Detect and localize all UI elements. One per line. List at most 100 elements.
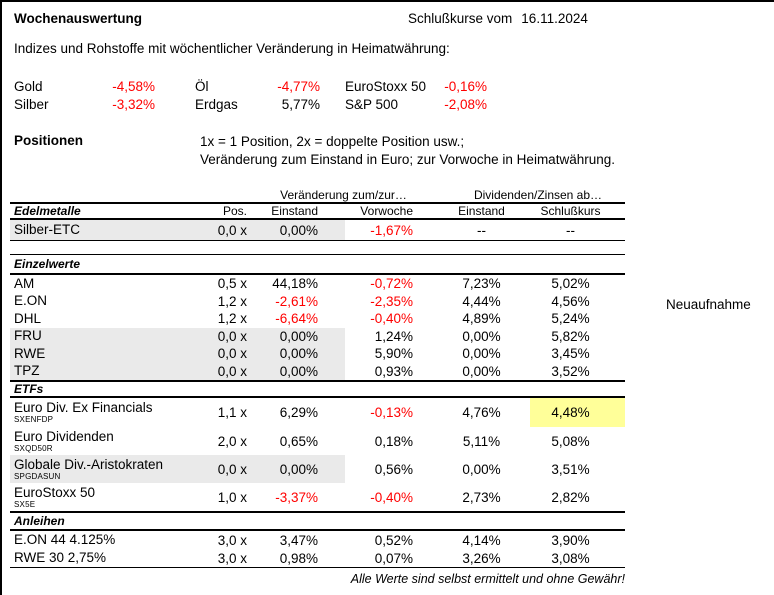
- section-label-edelmetalle: Edelmetalle: [14, 204, 81, 218]
- position-row: TPZ 0,0 x 0,00% 0,93% 0,00% 3,52%: [10, 362, 625, 382]
- market-item-value: -0,16%: [444, 79, 487, 94]
- change-vs-prev-week: -0,40%: [370, 311, 413, 327]
- dividend-yield-entry: 2,73%: [462, 489, 501, 505]
- positions-description: 1x = 1 Position, 2x = doppelte Position …: [200, 133, 615, 168]
- dividend-yield-close: 5,08%: [551, 433, 590, 449]
- change-vs-prev-week: -1,67%: [370, 222, 413, 238]
- market-item-value: -4,58%: [112, 79, 155, 94]
- instrument-name: Euro Div. Ex Financials: [14, 400, 153, 415]
- page-title: Wochenauswertung: [14, 11, 143, 26]
- change-vs-entry: 0,98%: [279, 550, 318, 566]
- dividend-yield-entry: 4,89%: [462, 311, 501, 327]
- dividend-yield-entry: 7,23%: [462, 276, 501, 292]
- positions-table: Veränderung zum/zur… Dividenden/Zinsen a…: [10, 188, 625, 568]
- positions-heading: Positionen: [14, 133, 84, 148]
- dividend-yield-close: 2,82%: [551, 489, 590, 505]
- instrument-name-cell: RWE: [10, 345, 212, 363]
- instrument-name: RWE 30 2,75%: [14, 550, 107, 565]
- dividend-yield-close: 4,56%: [551, 293, 590, 309]
- table-column-header-row: Edelmetalle Pos. Einstand Vorwoche Einst…: [10, 204, 625, 220]
- instrument-name-cell: AM: [10, 275, 212, 293]
- change-vs-entry: 0,00%: [250, 362, 345, 380]
- change-vs-prev-week: 0,52%: [374, 532, 413, 548]
- instrument-ticker: SPGDASUN: [14, 471, 61, 481]
- instrument-name-cell: Euro Div. Ex Financials SXENFDP: [10, 398, 212, 427]
- positions-description-line-1: 1x = 1 Position, 2x = doppelte Position …: [200, 134, 465, 149]
- position-size: 0,5 x: [217, 276, 247, 292]
- position-size: 1,2 x: [217, 311, 247, 327]
- instrument-name-cell: EuroStoxx 50 SX5E: [10, 483, 212, 511]
- change-vs-entry: 0,00%: [250, 455, 345, 483]
- market-grid-spacer: [320, 96, 345, 114]
- new-position-note: Neuaufnahme: [666, 297, 751, 312]
- market-item-value: 5,77%: [281, 97, 320, 112]
- change-vs-prev-week: 0,56%: [374, 461, 413, 477]
- disclaimer: Alle Werte sind selbst ermittelt und ohn…: [350, 572, 625, 586]
- position-size: 2,0 x: [217, 433, 247, 449]
- column-header-schlusskurs: Schlußkurs: [540, 204, 601, 218]
- section-label-anleihen: Anleihen: [10, 513, 625, 531]
- position-row: Globale Div.-Aristokraten SPGDASUN 0,0 x 0,…: [10, 455, 625, 483]
- instrument-name-cell: DHL: [10, 310, 212, 328]
- instrument-name-cell: Silber-ETC: [10, 220, 212, 240]
- column-header-pos: Pos.: [222, 204, 247, 218]
- instrument-name: RWE: [14, 345, 46, 361]
- position-row: Euro Div. Ex Financials SXENFDP 1,1 x 6,29%…: [10, 398, 625, 427]
- position-size: 3,0 x: [217, 532, 247, 548]
- group-header-change: Veränderung zum/zur…: [280, 188, 407, 202]
- instrument-name-cell: Euro Dividenden SXQD50R: [10, 427, 212, 455]
- market-item-value: -2,08%: [444, 97, 487, 112]
- position-row: RWE 0,0 x 0,00% 5,90% 0,00% 3,45%: [10, 345, 625, 363]
- market-item-label: S&P 500: [345, 97, 399, 112]
- dividend-yield-close: 5,82%: [551, 328, 590, 344]
- position-size: 0,0 x: [212, 362, 250, 380]
- position-row: E.ON 1,2 x -2,61% -2,35% 4,44% 4,56%: [10, 293, 625, 311]
- change-vs-prev-week: -0,40%: [370, 489, 413, 505]
- change-vs-entry: 0,00%: [250, 220, 345, 240]
- section-label-etfs: ETFs: [10, 382, 625, 398]
- instrument-name: AM: [14, 275, 35, 291]
- closing-prices-label: Schlußkurse vom: [408, 11, 513, 26]
- position-row: Euro Dividenden SXQD50R 2,0 x 0,65% 0,18% 5,1…: [10, 427, 625, 455]
- section-label-einzelwerte: Einzelwerte: [10, 254, 625, 275]
- instrument-name: Silber-ETC: [14, 222, 81, 237]
- dividend-yield-close: 4,48%: [530, 398, 625, 427]
- instrument-name-cell: Globale Div.-Aristokraten SPGDASUN: [10, 455, 212, 483]
- positions-description-line-2: Veränderung zum Einstand in Euro; zur Vo…: [200, 151, 615, 167]
- position-size: 0,0 x: [212, 220, 250, 240]
- dividend-yield-entry: 4,76%: [462, 405, 501, 420]
- dividend-yield-close: 3,90%: [551, 532, 590, 548]
- position-row: AM 0,5 x 44,18% -0,72% 7,23% 5,02%: [10, 275, 625, 293]
- dividend-yield-entry: --: [477, 222, 486, 238]
- table-group-header-row: Veränderung zum/zur… Dividenden/Zinsen a…: [10, 188, 625, 204]
- market-item-label: EuroStoxx 50: [345, 79, 427, 94]
- market-item-value: -4,77%: [277, 79, 320, 94]
- position-row: Silber-ETC 0,0 x 0,00% -1,67% -- --: [10, 220, 625, 241]
- column-header-vorwoche: Vorwoche: [360, 204, 413, 218]
- position-row: E.ON 44 4.125% 3,0 x 3,47% 0,52% 4,14% 3,90%: [10, 531, 625, 549]
- instrument-name-cell: E.ON: [10, 293, 212, 311]
- change-vs-prev-week: 5,90%: [374, 346, 413, 362]
- change-vs-entry: 6,29%: [279, 405, 318, 420]
- change-vs-entry: 3,47%: [279, 532, 318, 548]
- market-grid-spacer: [155, 96, 195, 114]
- dividend-yield-entry: 0,00%: [462, 461, 501, 477]
- dividend-yield-entry: 0,00%: [462, 346, 501, 362]
- instrument-name-cell: E.ON 44 4.125%: [10, 531, 212, 549]
- column-header-einstand: Einstand: [271, 204, 318, 218]
- change-vs-prev-week: -2,35%: [370, 293, 413, 309]
- instrument-name: EuroStoxx 50: [14, 484, 96, 500]
- dividend-yield-entry: 0,00%: [462, 328, 501, 344]
- instrument-name: FRU: [14, 328, 42, 344]
- closing-prices-date: 16.11.2024: [521, 11, 588, 26]
- position-size: 1,0 x: [217, 489, 247, 505]
- instrument-name: E.ON: [14, 293, 48, 309]
- market-item-label: Silber: [14, 97, 49, 112]
- column-header-dividend-einstand: Einstand: [458, 204, 505, 218]
- instrument-ticker: SX5E: [14, 499, 36, 509]
- change-vs-entry: 0,00%: [250, 345, 345, 363]
- change-vs-prev-week: 1,24%: [374, 328, 413, 344]
- instrument-ticker: SXQD50R: [14, 443, 53, 453]
- dividend-yield-close: 3,52%: [551, 363, 590, 379]
- instrument-name: E.ON 44 4.125%: [14, 532, 116, 547]
